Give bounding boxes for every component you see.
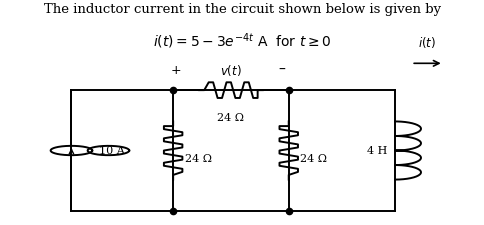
Text: +: + <box>170 63 181 76</box>
Text: 4 H: 4 H <box>366 146 387 155</box>
Text: The inductor current in the circuit shown below is given by: The inductor current in the circuit show… <box>44 3 440 16</box>
Text: $i(t) = 5 - 3e^{-4t}\ \mathrm{A}\ \ \mathrm{for}\ t \geq 0$: $i(t) = 5 - 3e^{-4t}\ \mathrm{A}\ \ \mat… <box>153 31 331 51</box>
Text: 24 Ω: 24 Ω <box>217 112 244 122</box>
Text: $i(t)$: $i(t)$ <box>418 35 436 50</box>
Text: $v(t)$: $v(t)$ <box>220 63 242 78</box>
Text: 24 Ω: 24 Ω <box>184 154 212 164</box>
Text: 10 A: 10 A <box>99 146 125 155</box>
Text: –: – <box>278 63 285 77</box>
Text: 24 Ω: 24 Ω <box>300 154 327 164</box>
